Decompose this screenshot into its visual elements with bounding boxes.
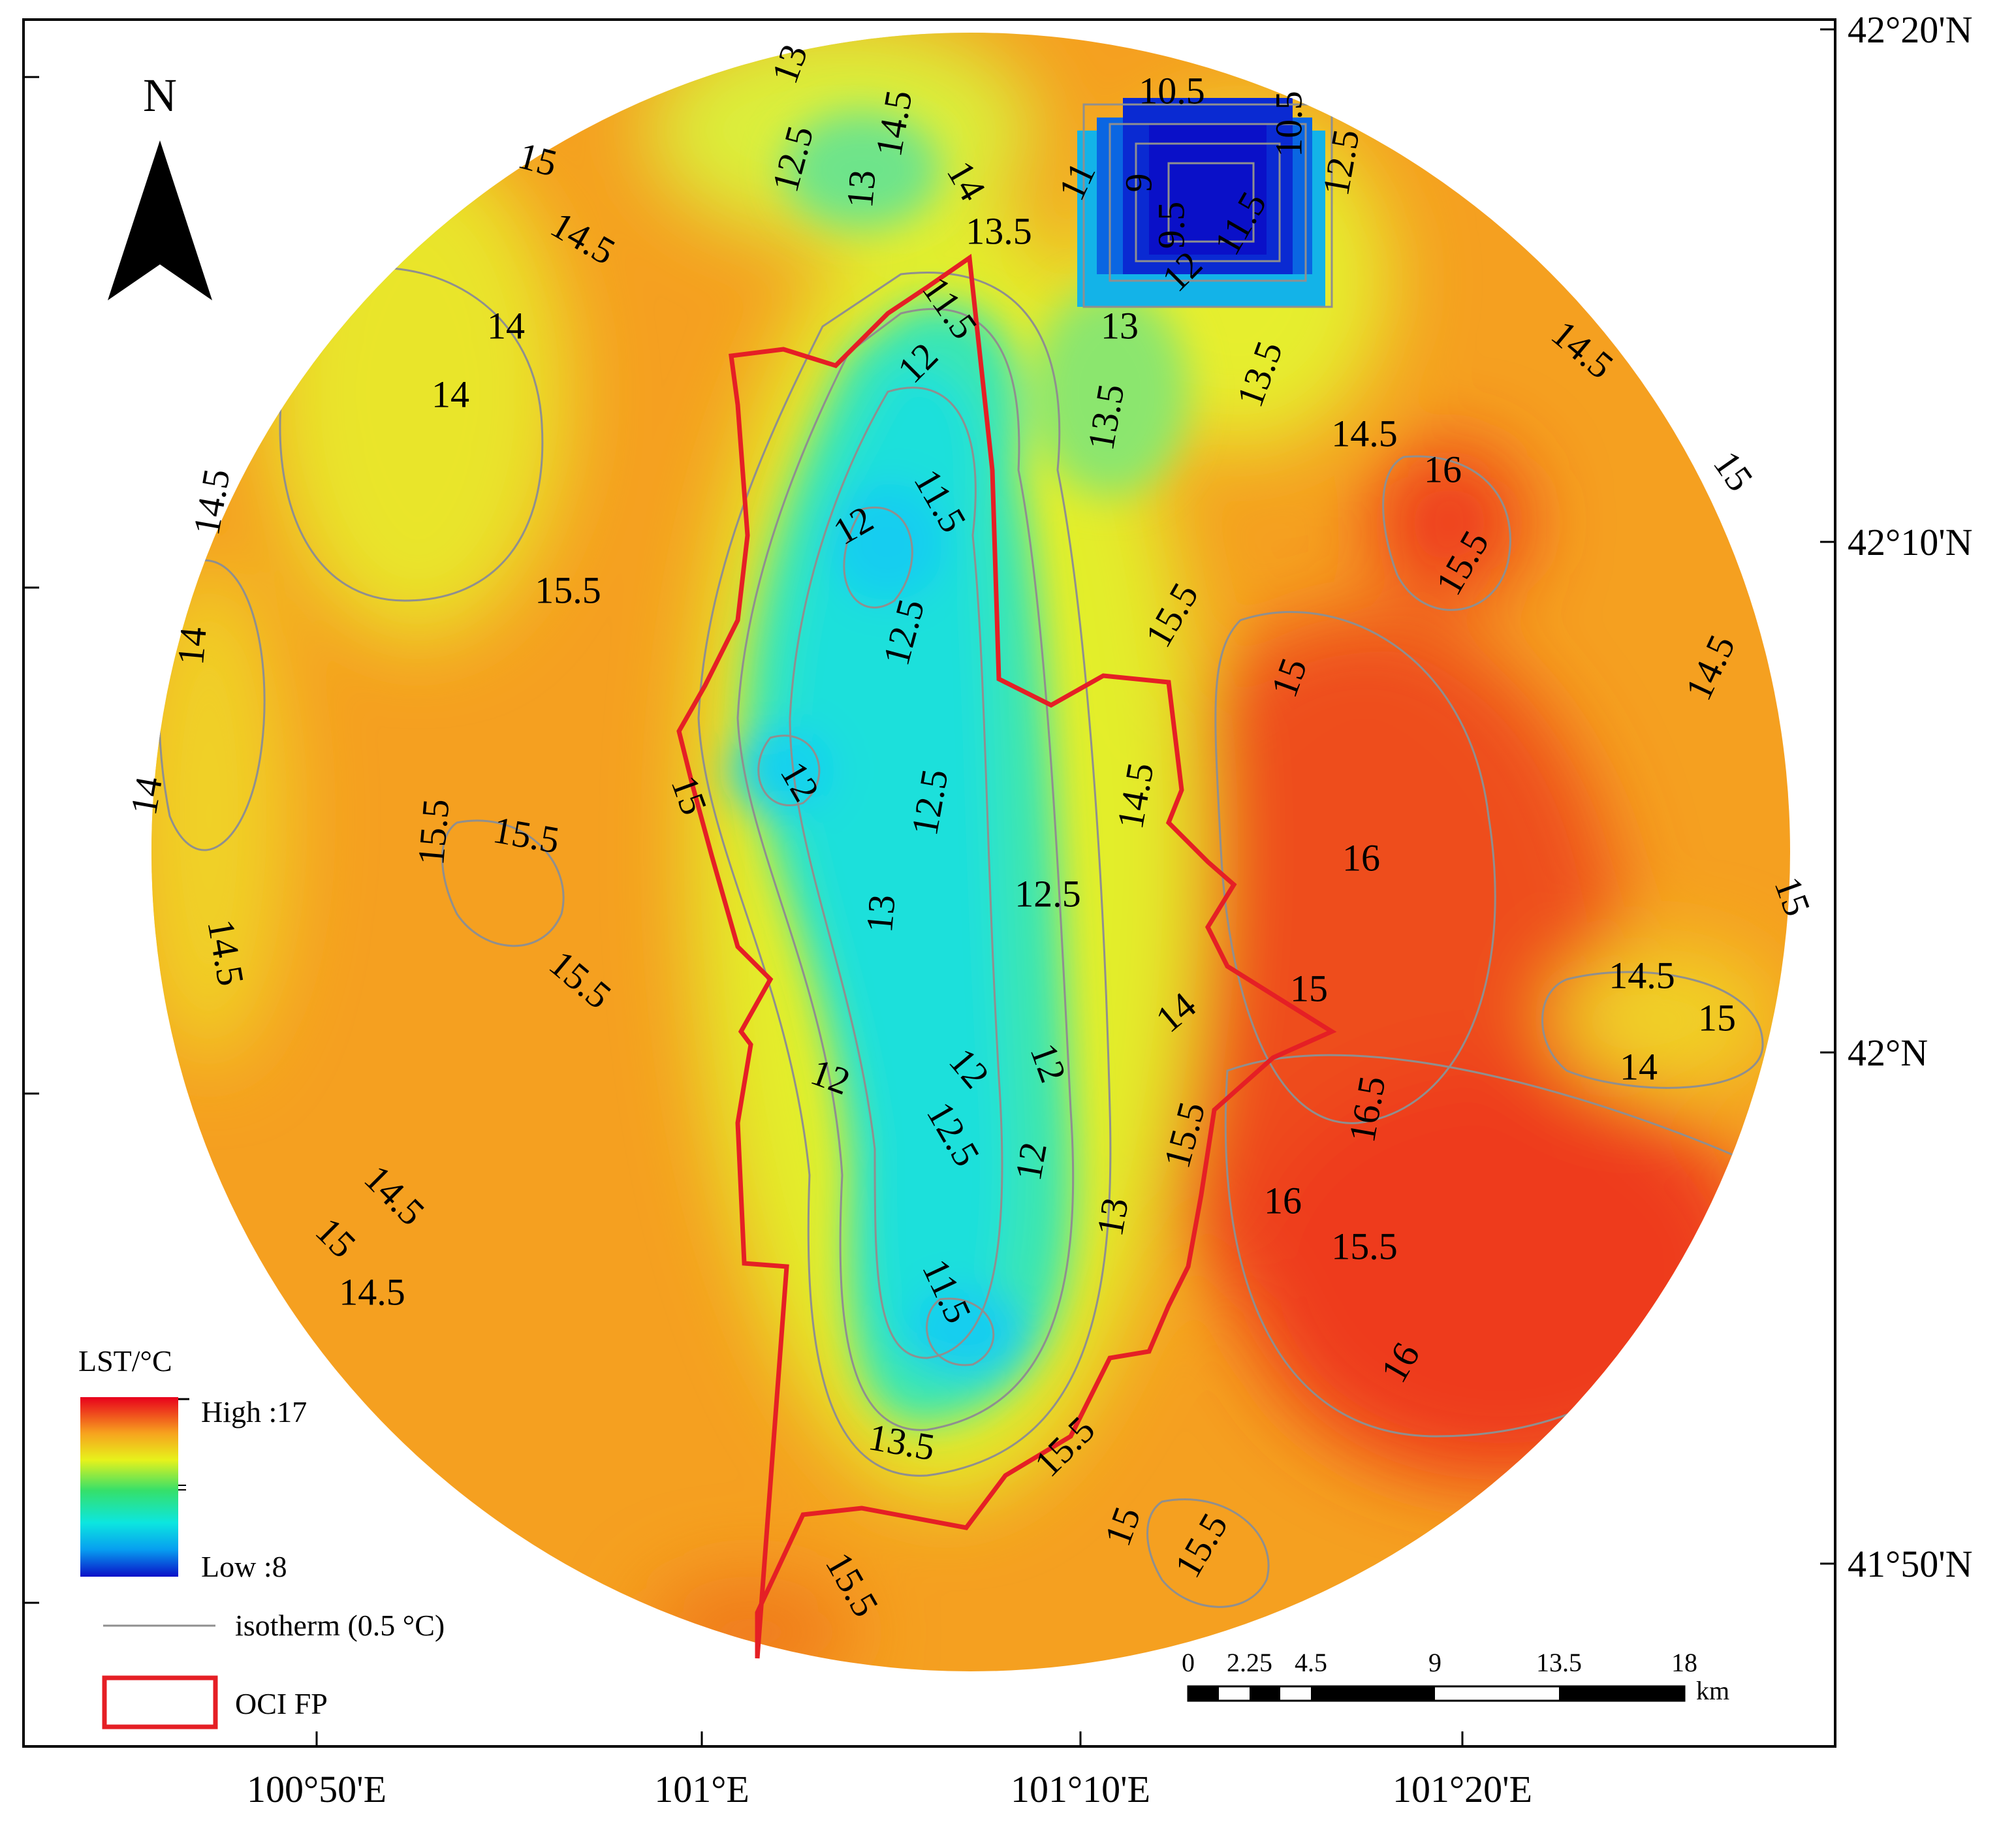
contour-label: 15.5 [409, 797, 458, 867]
contour-label: 10.5 [1267, 91, 1310, 157]
contour-label: 15.5 [1331, 1225, 1398, 1267]
contour-label: 13 [1088, 1195, 1137, 1239]
contour-label: 15.5 [535, 569, 601, 611]
contour-label: 14 [432, 373, 469, 415]
contour-label: 15 [1290, 967, 1328, 1009]
scale-unit: km [1696, 1676, 1729, 1705]
contour-label: 13 [838, 168, 884, 210]
contour-label: 9.5 [1150, 202, 1192, 249]
legend: LST/°C High :17 Low :8 isotherm (0.5 °C)… [78, 1344, 445, 1729]
lst-raster [151, 33, 1790, 1671]
north-arrow-icon [108, 140, 212, 300]
lat-tick-label: 42°20'N [1848, 8, 1973, 51]
lon-tick-label: 101°10'E [1011, 1768, 1150, 1810]
oci-fp-boundary [676, 253, 1337, 1659]
north-arrow: N [108, 69, 212, 300]
lon-tick-label: 101°E [654, 1768, 749, 1810]
contour-label: 12.5 [1015, 872, 1081, 915]
legend-low-label: Low :8 [201, 1550, 287, 1583]
legend-title: LST/°C [78, 1344, 172, 1378]
contour-label: 14 [1620, 1045, 1658, 1088]
contour-label: 16 [1342, 836, 1380, 879]
lat-tick-label: 41°50'N [1848, 1543, 1973, 1585]
lon-tick-label: 101°20'E [1393, 1768, 1532, 1810]
contour-label: 16 [1424, 448, 1462, 490]
contour-label: 13 [1101, 304, 1139, 347]
contour-label: 10.5 [1139, 69, 1205, 112]
contour-label: 14 [122, 774, 170, 818]
lat-tick-label: 42°N [1848, 1032, 1928, 1074]
boundary-symbol [102, 1675, 218, 1729]
contour-label: 14.5 [339, 1270, 405, 1313]
north-label: N [143, 69, 177, 121]
contour-label: 14.5 [1331, 412, 1398, 454]
contour-label: 13 [858, 893, 904, 934]
axis-ticks [24, 28, 1835, 1746]
scale-tick-label: 18 [1671, 1648, 1697, 1677]
legend-boundary-label: OCI FP [235, 1687, 328, 1720]
contour-label: 14.5 [1609, 954, 1675, 996]
scale-tick-label: 13.5 [1536, 1648, 1582, 1677]
lon-tick-label: 100°50'E [247, 1768, 386, 1810]
contour-label: 14 [487, 304, 525, 347]
lat-tick-label: 42°10'N [1848, 521, 1973, 563]
scale-tick-label: 2.25 [1227, 1648, 1272, 1677]
scale-tick-label: 0 [1182, 1648, 1195, 1677]
scale-tick-label: 4.5 [1295, 1648, 1327, 1677]
contour-label: 15 [1698, 996, 1736, 1039]
contour-label: 16 [1264, 1179, 1302, 1222]
contour-label: 9 [1117, 174, 1159, 193]
scale-tick-label: 9 [1428, 1648, 1441, 1677]
legend-high-label: High :17 [201, 1395, 307, 1428]
color-ramp [80, 1397, 178, 1577]
legend-isotherm-label: isotherm (0.5 °C) [235, 1609, 445, 1642]
scale-bar: 0 2.25 4.5 9 13.5 18 km [1182, 1648, 1729, 1705]
contour-label: 13.5 [966, 210, 1032, 252]
contour-label: 12 [1007, 1139, 1055, 1184]
contour-label: 14 [169, 625, 215, 667]
